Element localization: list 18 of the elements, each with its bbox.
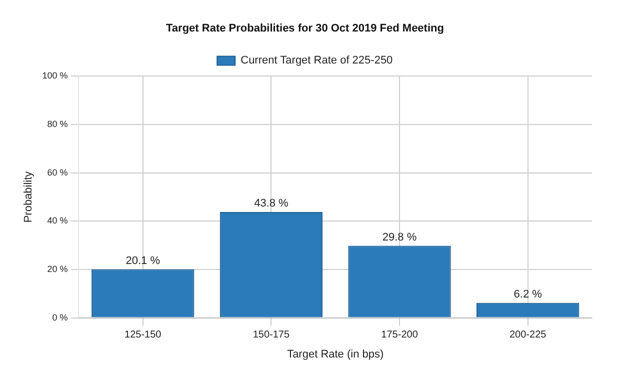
y-tick-label: 60 % bbox=[47, 167, 68, 178]
y-tick-label: 100 % bbox=[42, 70, 68, 81]
y-axis-title: Probability bbox=[22, 170, 35, 223]
y-tick-label: 80 % bbox=[47, 119, 68, 130]
x-axis-title: Target Rate (in bps) bbox=[287, 348, 384, 360]
data-label: 6.2 % bbox=[514, 288, 542, 300]
y-tick-label: 40 % bbox=[47, 216, 68, 226]
x-tick-label: 150-175 bbox=[252, 330, 290, 341]
x-tick-label: 175-200 bbox=[381, 330, 418, 341]
y-tick-label: 20 % bbox=[47, 264, 68, 274]
data-label: 43.8 % bbox=[254, 198, 289, 210]
x-tick-label: 125-150 bbox=[124, 330, 162, 341]
data-label: 29.8 % bbox=[382, 231, 417, 244]
data-label: 20.1 % bbox=[126, 254, 160, 267]
chart-title: Target Rate Probabilities for 30 Oct 2019 Fed Meeting bbox=[166, 22, 444, 35]
y-tick-label: 0 % bbox=[52, 312, 68, 322]
x-tick-label: 200-225 bbox=[509, 330, 547, 341]
legend-label: Current Target Rate of 225-250 bbox=[240, 54, 393, 67]
